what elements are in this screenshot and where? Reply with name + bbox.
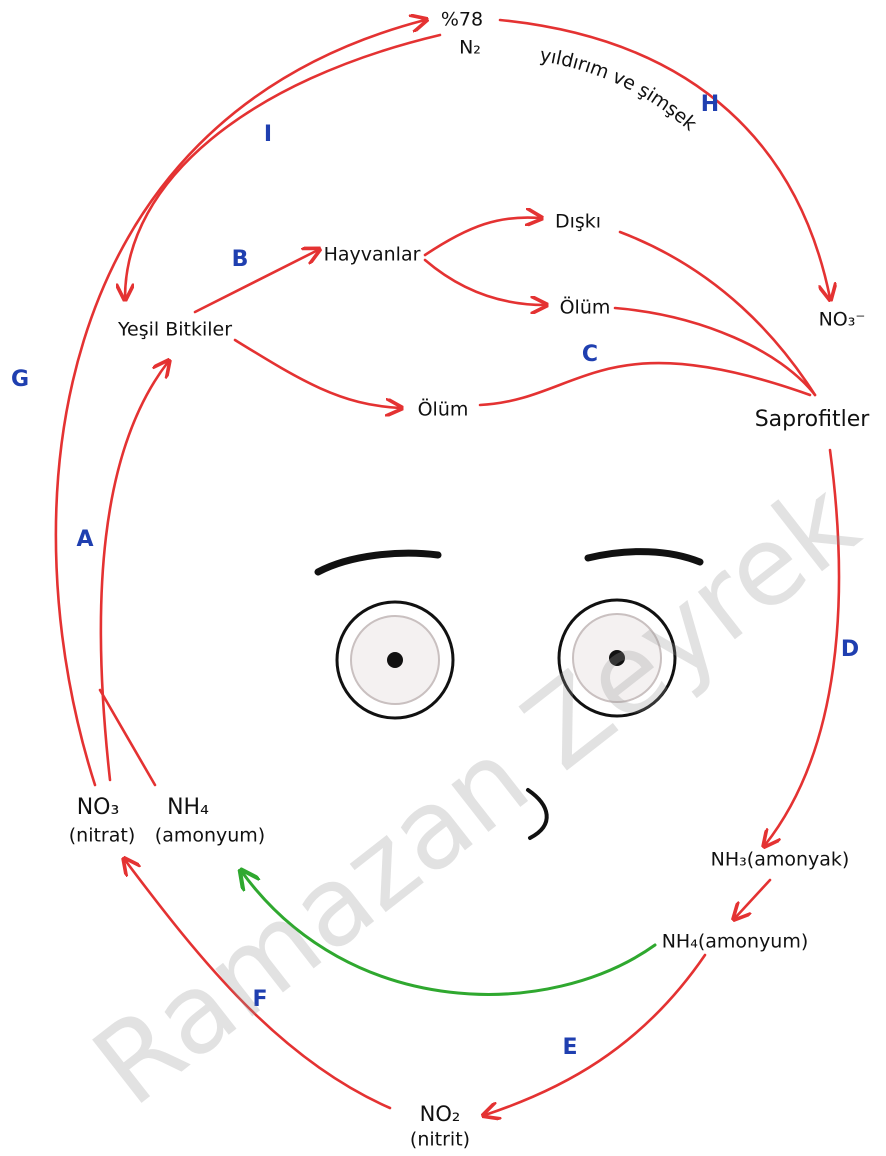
arrows xyxy=(54,18,841,1115)
node-label: Ölüm xyxy=(418,398,469,421)
eyebrow xyxy=(314,549,442,576)
node-label: N₂ xyxy=(459,37,481,59)
edge-letter: E xyxy=(562,1035,577,1060)
arrow-c xyxy=(478,361,812,407)
arrow-a xyxy=(99,362,168,782)
arrow-i xyxy=(125,33,442,298)
arrow-olum xyxy=(423,258,545,305)
node-label: (nitrit) xyxy=(410,1129,470,1151)
pupil xyxy=(387,652,403,668)
edge-label: yıldırım ve şimşek xyxy=(538,44,701,135)
edge-label-path: yıldırım ve şimşek xyxy=(538,44,701,135)
arrow-e xyxy=(485,953,707,1115)
node-label: (amonyum) xyxy=(155,825,265,847)
arrow-olum-sap xyxy=(613,306,817,397)
edge-letter: A xyxy=(76,527,93,552)
node-label: Dışkı xyxy=(555,211,601,233)
arrow-nh3 xyxy=(735,878,772,918)
arrow-olum2 xyxy=(233,338,400,408)
node-label: NH₄(amonyum) xyxy=(662,931,809,953)
edge-letter: G xyxy=(11,367,29,392)
edge-letter: I xyxy=(264,122,272,147)
face xyxy=(314,548,704,840)
arrow-diski-sap xyxy=(618,230,817,397)
edge-letter: C xyxy=(582,342,598,367)
edge-letter: B xyxy=(232,247,249,272)
node-label: NO₃⁻ xyxy=(819,309,866,331)
node-label: NO₃ xyxy=(77,795,120,820)
arrow-green xyxy=(242,872,657,996)
pupil xyxy=(609,650,625,666)
arrow-b xyxy=(193,250,318,314)
edge-letter: D xyxy=(841,637,859,662)
node-label: %78 xyxy=(441,9,483,31)
node-label: (nitrat) xyxy=(69,825,136,847)
node-label: Yeşil Bitkiler xyxy=(117,319,232,341)
node-label: Hayvanlar xyxy=(324,244,421,266)
eyebrow xyxy=(584,548,704,566)
node-label: Ölüm xyxy=(560,296,611,319)
mouth xyxy=(526,788,549,840)
node-label: NH₃(amonyak) xyxy=(711,849,850,871)
arrow-h xyxy=(498,18,830,298)
arrow-diski xyxy=(423,217,540,257)
watermark: Ramazan Zeyrek xyxy=(70,458,880,1130)
edge-letter: F xyxy=(252,987,267,1012)
arrow-nh4-join xyxy=(98,688,157,787)
arrow-f xyxy=(125,860,392,1110)
node-label: Saprofitler xyxy=(755,407,871,432)
arrow-g xyxy=(54,20,425,787)
node-label: NH₄ xyxy=(167,795,209,820)
arrow-d xyxy=(765,448,841,845)
node-label: NO₂ xyxy=(420,1102,461,1126)
edge-letter: H xyxy=(701,92,719,117)
